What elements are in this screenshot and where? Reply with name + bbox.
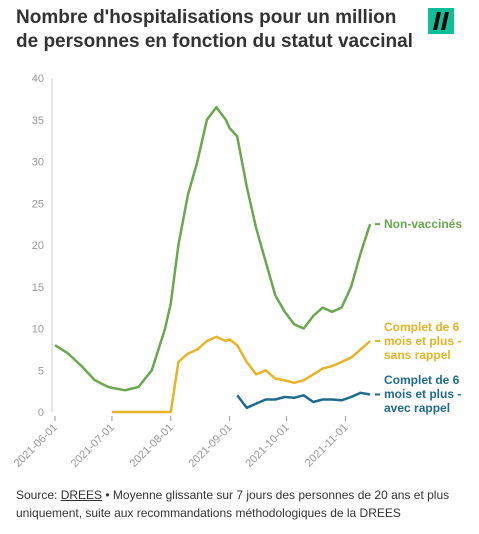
source-link[interactable]: DREES (60, 488, 103, 502)
footer: Source: DREES • Moyenne glissante sur 7 … (16, 486, 466, 522)
y-tick-label: 15 (32, 282, 44, 294)
y-tick-label: 0 (38, 407, 44, 419)
x-tick-label: 2021-08-01 (128, 422, 176, 470)
logo (428, 8, 454, 34)
source-label: Source: (16, 488, 58, 502)
series-line (54, 105, 372, 392)
y-tick-label: 10 (32, 324, 44, 336)
y-tick-label: 35 (32, 115, 44, 127)
series-line (236, 391, 371, 410)
y-tick-label: 30 (32, 157, 44, 169)
x-tick-label: 2021-10-01 (243, 422, 291, 470)
y-tick-label: 20 (32, 240, 44, 252)
x-tick-label: 2021-11-01 (303, 422, 351, 470)
series-label: Complet de 6 mois et plus - avec rappel (384, 373, 462, 416)
y-tick-label: 5 (38, 365, 44, 377)
note: • Moyenne glissante sur 7 jours des pers… (16, 488, 450, 520)
series-label: Non-vaccinés (384, 217, 463, 232)
chart-title: Nombre d'hospitalisations pour un millio… (16, 7, 413, 52)
x-tick-label: 2021-07-01 (69, 422, 117, 470)
y-tick-label: 40 (32, 73, 44, 85)
y-tick-label: 25 (32, 198, 44, 210)
series-label: Complet de 6 mois et plus - sans rappel (384, 320, 462, 363)
series-line (111, 335, 371, 414)
x-tick-label: 2021-06-01 (12, 422, 60, 470)
x-tick-label: 2021-09-01 (186, 422, 234, 470)
